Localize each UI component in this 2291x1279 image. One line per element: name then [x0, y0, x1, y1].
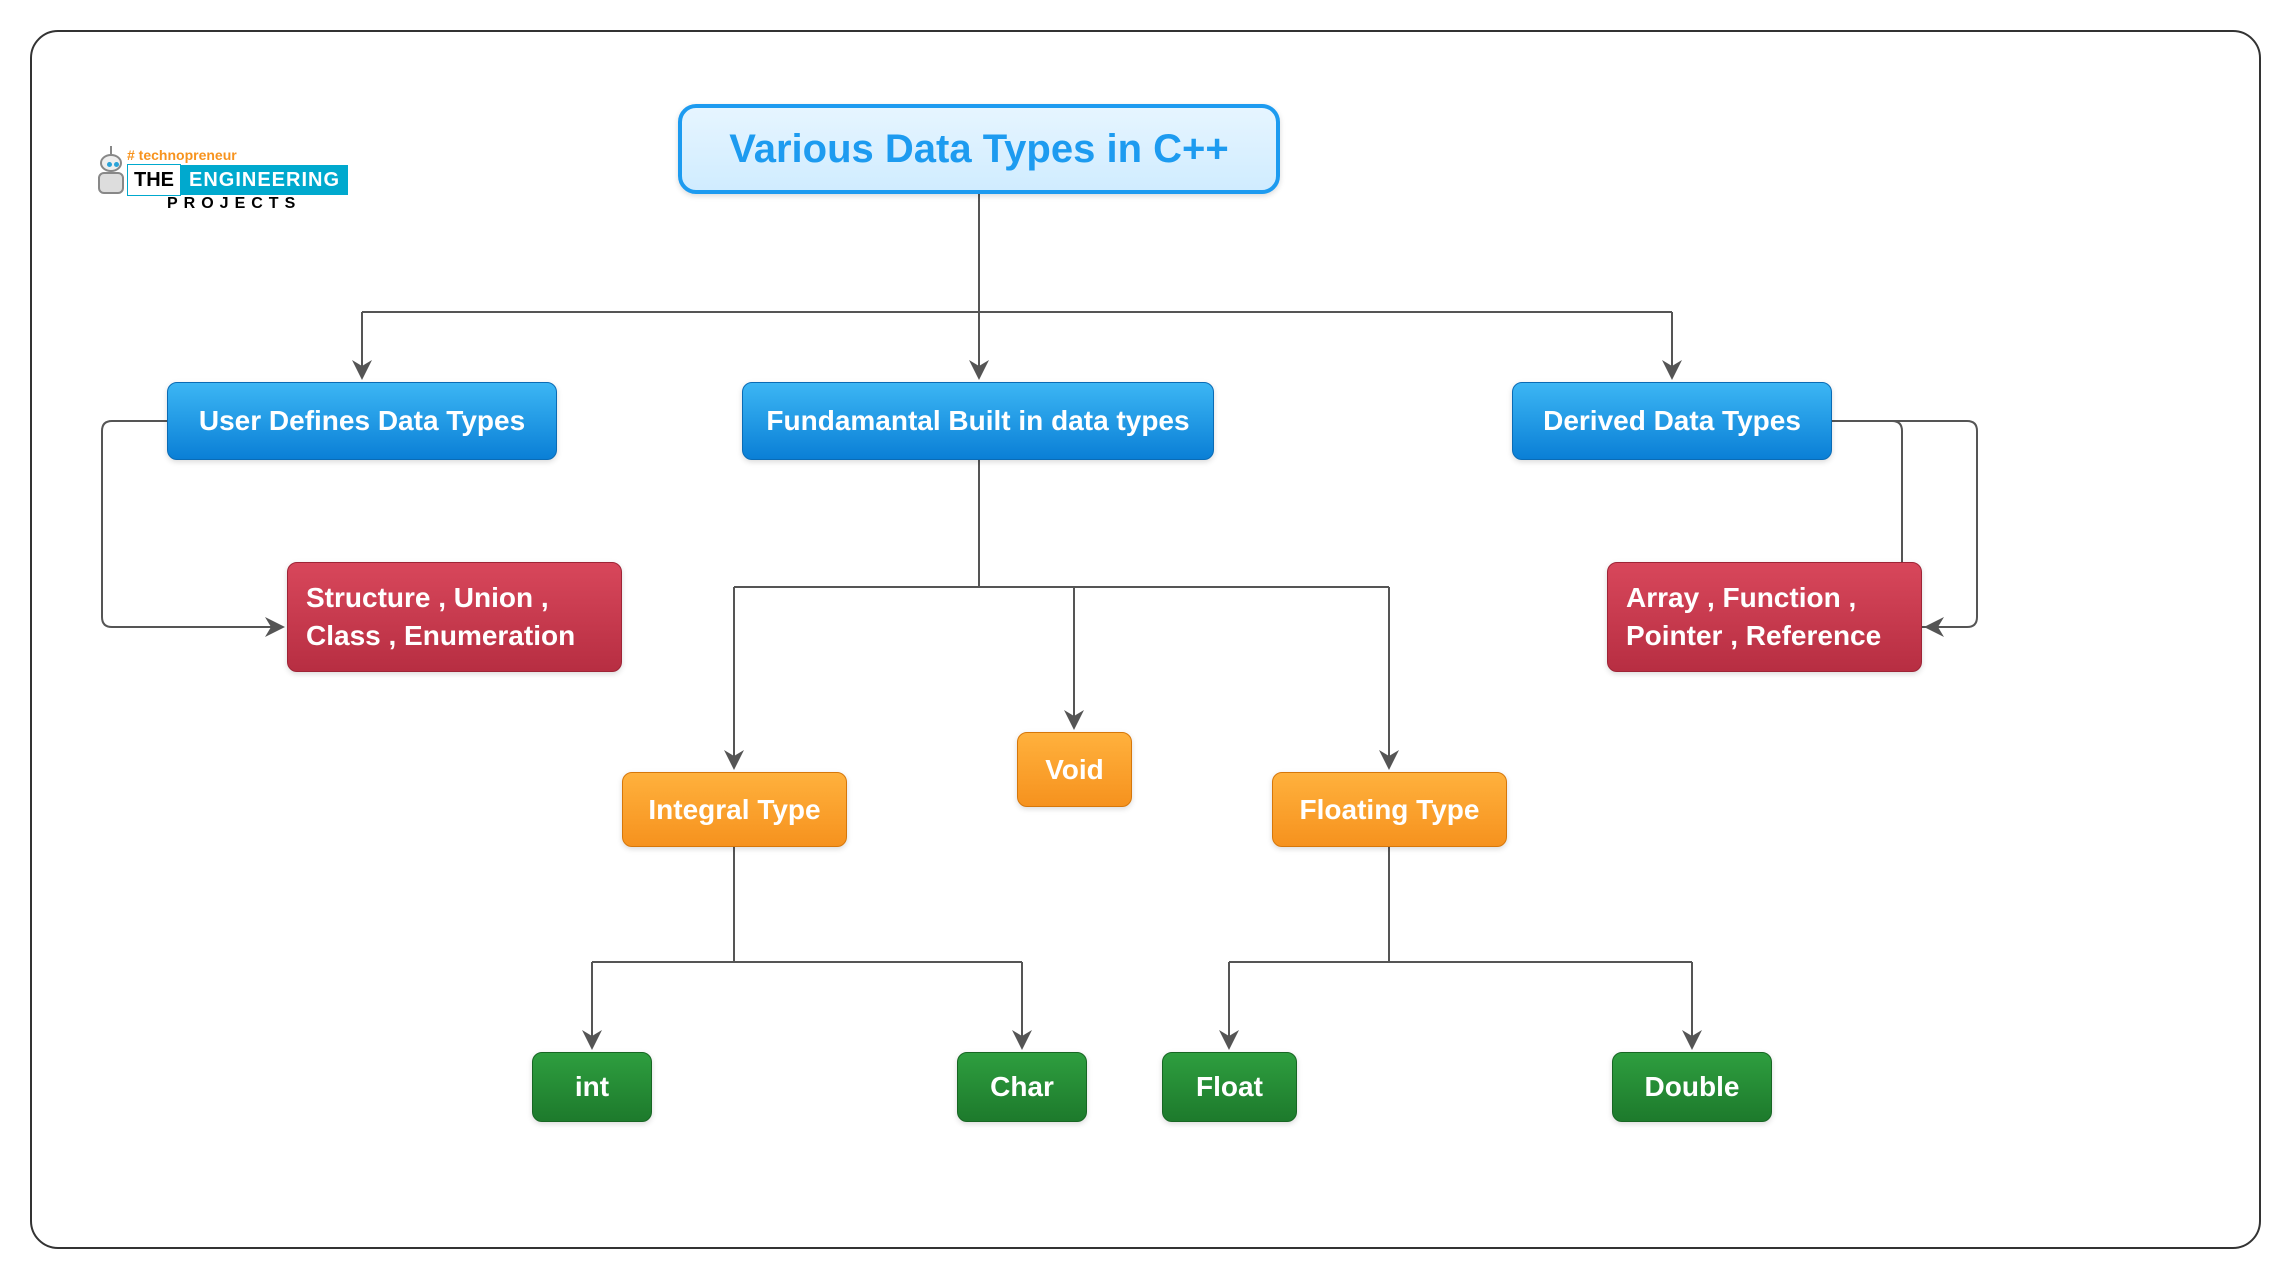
- node-integral: Integral Type: [622, 772, 847, 847]
- logo-word-engineering: ENGINEERING: [181, 165, 348, 195]
- node-int: int: [532, 1052, 652, 1122]
- node-user-defined: User Defines Data Types: [167, 382, 557, 460]
- node-double-label: Double: [1645, 1071, 1740, 1103]
- node-derived-label: Derived Data Types: [1543, 405, 1801, 437]
- node-user-defined-label: User Defines Data Types: [199, 405, 525, 437]
- node-void: Void: [1017, 732, 1132, 807]
- node-double: Double: [1612, 1052, 1772, 1122]
- node-title: Various Data Types in C++: [678, 104, 1280, 194]
- diagram-frame: # technopreneur THEENGINEERING PROJECTS: [30, 30, 2261, 1249]
- node-char-label: Char: [990, 1071, 1054, 1103]
- node-derived-detail-label: Array , Function , Pointer , Reference: [1626, 579, 1903, 655]
- node-int-label: int: [575, 1071, 609, 1103]
- node-integral-label: Integral Type: [648, 794, 820, 826]
- node-fundamental-label: Fundamantal Built in data types: [766, 405, 1189, 437]
- node-derived-detail: Array , Function , Pointer , Reference: [1607, 562, 1922, 672]
- node-derived: Derived Data Types: [1512, 382, 1832, 460]
- node-fundamental: Fundamantal Built in data types: [742, 382, 1214, 460]
- logo: # technopreneur THEENGINEERING PROJECTS: [127, 147, 348, 213]
- node-char: Char: [957, 1052, 1087, 1122]
- node-user-detail: Structure , Union , Class , Enumeration: [287, 562, 622, 672]
- logo-word-projects: PROJECTS: [167, 194, 348, 213]
- logo-word-the: THE: [127, 164, 181, 196]
- logo-tagline: # technopreneur: [127, 147, 348, 164]
- node-title-label: Various Data Types in C++: [729, 127, 1228, 172]
- node-float-label: Float: [1196, 1071, 1263, 1103]
- logo-robot-icon: [92, 150, 130, 200]
- node-float: Float: [1162, 1052, 1297, 1122]
- node-floating-label: Floating Type: [1300, 794, 1480, 826]
- node-floating: Floating Type: [1272, 772, 1507, 847]
- node-void-label: Void: [1045, 754, 1104, 786]
- node-user-detail-label: Structure , Union , Class , Enumeration: [306, 579, 603, 655]
